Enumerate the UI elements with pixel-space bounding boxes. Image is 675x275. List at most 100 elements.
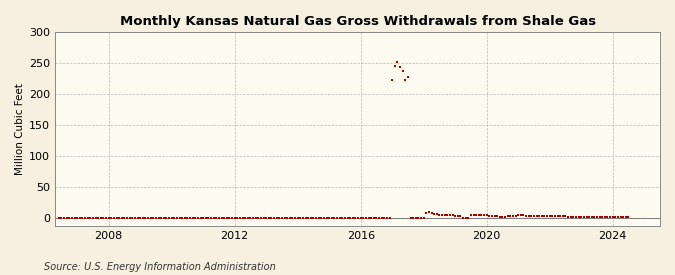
Point (242, 216, 253, 221)
Point (192, 216, 203, 221)
Point (487, 214, 497, 218)
Point (142, 216, 153, 221)
Point (613, 214, 624, 219)
Point (203, 216, 214, 221)
Point (421, 211, 432, 216)
Point (563, 214, 574, 219)
Point (518, 213, 529, 218)
Point (195, 216, 206, 221)
Point (497, 214, 508, 219)
Point (148, 216, 159, 221)
Point (379, 216, 389, 221)
Point (308, 216, 319, 221)
Point (321, 216, 332, 221)
Point (355, 216, 366, 221)
Point (520, 214, 531, 218)
Point (448, 213, 458, 218)
Point (53, 216, 64, 221)
Point (608, 214, 618, 219)
Point (159, 216, 169, 221)
Point (90, 216, 101, 221)
Point (182, 216, 193, 221)
Point (211, 216, 222, 221)
Point (615, 214, 626, 219)
Point (408, 216, 418, 221)
Point (500, 214, 510, 219)
Point (602, 214, 613, 219)
Point (337, 216, 348, 221)
Point (581, 214, 592, 219)
Point (479, 213, 489, 218)
Point (460, 216, 471, 221)
Point (484, 214, 495, 218)
Point (555, 214, 566, 218)
Point (334, 216, 345, 221)
Point (171, 216, 182, 221)
Point (439, 213, 450, 218)
Point (599, 214, 610, 219)
Point (374, 216, 385, 221)
Point (114, 216, 125, 221)
Point (271, 216, 282, 221)
Point (594, 214, 605, 219)
Point (240, 216, 250, 221)
Point (426, 211, 437, 216)
Point (138, 216, 148, 221)
Text: Source: U.S. Energy Information Administration: Source: U.S. Energy Information Administ… (44, 262, 275, 272)
Point (310, 216, 321, 221)
Point (560, 214, 571, 218)
Point (56, 216, 67, 221)
Point (458, 216, 468, 221)
Point (200, 216, 211, 221)
Point (466, 213, 477, 218)
Point (213, 216, 224, 221)
Point (505, 214, 516, 218)
Point (363, 216, 374, 221)
Point (279, 216, 290, 221)
Point (463, 216, 474, 221)
Point (316, 216, 327, 221)
Point (177, 216, 188, 221)
Point (269, 216, 279, 221)
Point (122, 216, 132, 221)
Point (510, 214, 521, 218)
Point (400, 78, 411, 82)
Point (539, 214, 550, 218)
Point (605, 214, 616, 219)
Point (169, 216, 180, 221)
Point (164, 216, 175, 221)
Point (250, 216, 261, 221)
Point (568, 214, 578, 219)
Point (327, 216, 338, 221)
Point (227, 216, 238, 221)
Point (145, 216, 156, 221)
Point (221, 216, 232, 221)
Point (130, 216, 140, 221)
Y-axis label: Million Cubic Feet: Million Cubic Feet (15, 83, 25, 175)
Point (450, 214, 460, 218)
Point (429, 212, 439, 216)
Point (589, 214, 600, 219)
Point (174, 216, 185, 221)
Point (348, 216, 358, 221)
Point (206, 216, 217, 221)
Point (534, 214, 545, 218)
Point (508, 214, 518, 218)
Point (360, 216, 371, 221)
Point (395, 65, 406, 69)
Point (119, 216, 130, 221)
Point (313, 216, 324, 221)
Point (109, 216, 119, 221)
Point (290, 216, 300, 221)
Point (117, 216, 128, 221)
Title: Monthly Kansas Natural Gas Gross Withdrawals from Shale Gas: Monthly Kansas Natural Gas Gross Withdra… (119, 15, 595, 28)
Point (513, 213, 524, 218)
Point (431, 212, 442, 216)
Point (209, 216, 219, 221)
Point (64, 216, 75, 221)
Point (537, 214, 547, 218)
Point (216, 216, 227, 221)
Point (544, 214, 555, 218)
Point (384, 216, 395, 221)
Point (566, 214, 576, 219)
